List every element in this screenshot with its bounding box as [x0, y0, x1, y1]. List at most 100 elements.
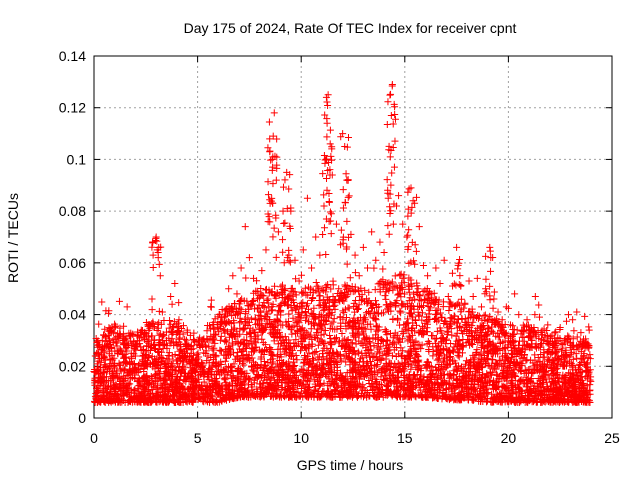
roti-point-dense: [288, 307, 296, 315]
roti-point-dense: [224, 350, 232, 358]
roti-point-dense: [165, 349, 173, 357]
roti-point-dense: [398, 327, 406, 335]
roti-point-dense: [253, 375, 261, 383]
roti-point-dense: [535, 301, 543, 309]
roti-point-dense: [468, 322, 476, 330]
roti-point-dense: [586, 351, 594, 359]
roti-point-dense: [463, 326, 471, 334]
roti-point-dense: [433, 327, 441, 335]
roti-point-dense: [282, 318, 290, 326]
roti-point-dense: [400, 279, 408, 287]
roti-point-dense: [211, 339, 219, 347]
y-tick-label: 0: [78, 410, 86, 426]
roti-point-dense: [272, 253, 280, 261]
roti-point-dense: [250, 329, 258, 337]
roti-point-dense: [573, 371, 581, 379]
roti-point-dense: [312, 278, 320, 286]
roti-point-dense: [304, 291, 312, 299]
roti-point-dense: [289, 314, 297, 322]
roti-point-dense: [151, 344, 159, 352]
roti-point-dense: [565, 369, 573, 377]
roti-point-dense: [420, 373, 428, 381]
roti-point-dense: [337, 357, 345, 365]
roti-point-dense: [243, 331, 251, 339]
roti-point-dense: [418, 309, 426, 317]
roti-point-dense: [310, 362, 318, 370]
roti-point-dense: [281, 298, 289, 306]
roti-point-dense: [418, 316, 426, 324]
roti-point-dense: [286, 351, 294, 359]
roti-point-dense: [480, 312, 488, 320]
roti-point-dense: [342, 358, 350, 366]
roti-point-dense: [315, 372, 323, 380]
roti-point-dense: [330, 302, 338, 310]
roti-point-dense: [320, 330, 328, 338]
roti-point-dense: [280, 393, 288, 401]
roti-point-dense: [572, 350, 580, 358]
roti-point-dense: [279, 367, 287, 375]
roti-point-dense: [348, 282, 356, 290]
roti-point-dense: [176, 334, 184, 342]
roti-point-dense: [250, 296, 258, 304]
roti-point-dense: [91, 377, 99, 385]
roti-point-dense: [316, 380, 324, 388]
roti-point-dense: [382, 295, 390, 303]
y-tick-label: 0.06: [59, 255, 86, 271]
chart-title: Day 175 of 2024, Rate Of TEC Index for r…: [184, 20, 517, 36]
roti-point-dense: [202, 347, 210, 355]
roti-point-dense: [434, 364, 442, 372]
roti-point-dense: [312, 329, 320, 337]
roti-point-dense: [297, 385, 305, 393]
roti-point-dense: [298, 309, 306, 317]
roti-point-dense: [580, 353, 588, 361]
roti-point-dense: [391, 272, 399, 280]
roti-point-dense: [278, 385, 286, 393]
x-tick-label: 10: [293, 430, 309, 446]
roti-point-dense: [332, 334, 340, 342]
roti-point-dense: [124, 381, 132, 389]
plot-frame: [93, 55, 613, 419]
roti-point-dense: [278, 281, 286, 289]
roti-point-dense: [134, 384, 142, 392]
roti-point-dense: [495, 356, 503, 364]
y-tick-label: 0.14: [59, 48, 86, 64]
roti-point-dense: [552, 328, 560, 336]
roti-point-dense: [316, 292, 324, 300]
roti-point-dense: [335, 339, 343, 347]
roti-point-dense: [415, 296, 423, 304]
roti-point-dense: [361, 286, 369, 294]
roti-point-dense: [531, 342, 539, 350]
data-layer: [90, 80, 595, 406]
roti-point-dense: [516, 366, 524, 374]
roti-point-dense: [237, 306, 245, 314]
roti-point-dense: [484, 330, 492, 338]
roti-point-dense: [306, 384, 314, 392]
roti-point-dense: [342, 313, 350, 321]
roti-point-dense: [99, 364, 107, 372]
roti-point-dense: [396, 338, 404, 346]
roti-point-dense: [395, 337, 403, 345]
roti-point-dense: [486, 337, 494, 345]
roti-point-dense: [101, 325, 109, 333]
roti-point-dense: [587, 377, 595, 385]
roti-point-dense: [221, 374, 229, 382]
x-tick-label: 25: [604, 430, 620, 446]
roti-point-dense: [359, 354, 367, 362]
roti-point-dense: [432, 307, 440, 315]
roti-point-dense: [318, 285, 326, 293]
roti-point-dense: [518, 333, 526, 341]
roti-point-dense: [211, 376, 219, 384]
roti-point-dense: [236, 330, 244, 338]
roti-point-dense: [93, 384, 101, 392]
y-tick-label: 0.04: [59, 307, 86, 323]
roti-point-dense: [446, 381, 454, 389]
roti-point-dense: [285, 310, 293, 318]
roti-point-dense: [299, 298, 307, 306]
y-tick-label: 0.02: [59, 358, 86, 374]
roti-point-dense: [266, 376, 274, 384]
roti-point-dense: [415, 311, 423, 319]
roti-point-dense: [330, 315, 338, 323]
